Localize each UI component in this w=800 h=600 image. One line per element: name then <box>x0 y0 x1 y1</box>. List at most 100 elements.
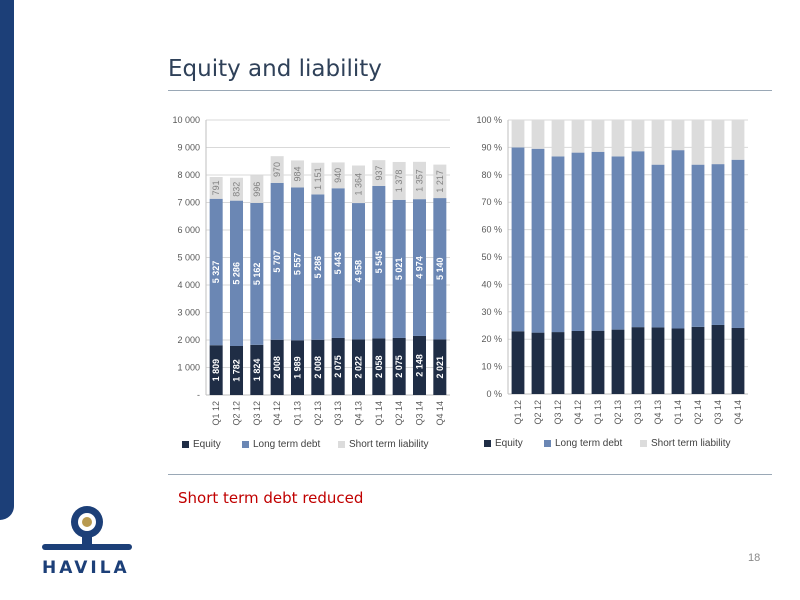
abs-bar-long-term-debt <box>433 198 447 340</box>
abs-data-label: 4 958 <box>354 260 364 283</box>
pct-y-tick-label: 10 % <box>481 362 502 372</box>
abs-legend-label: Short term liability <box>349 439 428 450</box>
abs-y-tick-label: 1 000 <box>177 363 200 373</box>
abs-data-label: 5 557 <box>293 253 303 276</box>
abs-data-label: 5 327 <box>211 261 221 284</box>
abs-bar-long-term-debt <box>392 199 406 338</box>
pct-legend-label: Equity <box>495 438 523 449</box>
pct-x-tick-label: Q4 14 <box>733 400 743 425</box>
pct-bar-equity <box>711 324 725 394</box>
abs-bar-equity <box>412 335 427 395</box>
abs-data-label: 2 021 <box>435 356 445 379</box>
abs-data-label: 791 <box>211 180 221 195</box>
abs-data-label: 2 058 <box>374 355 384 378</box>
pct-bar-short-term-liability <box>611 120 625 157</box>
abs-x-tick-label: Q4 14 <box>435 401 445 426</box>
pct-bar-long-term-debt <box>611 156 625 330</box>
abs-bar-equity <box>311 339 325 395</box>
abs-y-tick-label: 2 000 <box>177 335 200 345</box>
abs-bar-equity <box>372 338 386 395</box>
pct-y-tick-label: 0 % <box>486 389 502 399</box>
abs-x-tick-label: Q2 13 <box>313 401 323 426</box>
abs-y-tick-label: - <box>197 390 200 400</box>
pct-bar-equity <box>611 329 625 394</box>
abs-bar-short-term-liability <box>250 175 264 203</box>
pct-x-tick-label: Q3 12 <box>553 400 563 425</box>
abs-legend-swatch <box>242 441 249 448</box>
pct-y-tick-label: 70 % <box>481 197 502 207</box>
pct-y-tick-label: 90 % <box>481 142 502 152</box>
pct-x-tick-label: Q1 12 <box>513 400 523 425</box>
abs-y-tick-label: 10 000 <box>172 115 200 125</box>
abs-bar-short-term-liability <box>351 165 366 204</box>
havila-logo-icon <box>42 506 132 550</box>
pct-y-tick-label: 80 % <box>481 170 502 180</box>
abs-data-label: 1 151 <box>313 167 323 190</box>
pct-bar-long-term-debt <box>671 150 685 329</box>
pct-bar-equity <box>651 327 665 394</box>
abs-data-label: 5 286 <box>313 256 323 279</box>
pct-x-tick-label: Q1 13 <box>593 400 603 425</box>
abs-data-label: 2 075 <box>333 355 343 378</box>
pct-bar-long-term-debt <box>691 164 705 327</box>
pct-x-tick-label: Q4 13 <box>653 400 663 425</box>
page-title: Equity and liability <box>168 56 382 82</box>
abs-bar-short-term-liability <box>433 164 447 199</box>
pct-legend-swatch <box>484 440 491 447</box>
abs-x-tick-label: Q1 14 <box>374 401 384 426</box>
abs-data-label: 5 286 <box>232 262 242 285</box>
pct-bar-short-term-liability <box>531 120 545 149</box>
abs-bar-equity <box>331 337 345 395</box>
abs-x-tick-label: Q3 12 <box>252 401 262 426</box>
abs-bar-long-term-debt <box>372 185 386 339</box>
pct-bar-long-term-debt <box>651 164 665 328</box>
pct-y-tick-label: 100 % <box>476 115 502 125</box>
abs-data-label: 2 075 <box>394 355 404 378</box>
abs-legend-label: Long term debt <box>253 439 320 450</box>
abs-data-label: 5 443 <box>333 252 343 275</box>
abs-data-label: 1 782 <box>232 359 242 382</box>
abs-x-tick-label: Q1 12 <box>211 401 221 426</box>
abs-legend-swatch <box>182 441 189 448</box>
abs-data-label: 1 989 <box>293 356 303 379</box>
abs-bar-equity <box>433 339 447 395</box>
abs-y-tick-label: 7 000 <box>177 198 200 208</box>
pct-legend-label: Long term debt <box>555 438 622 449</box>
abs-data-label: 984 <box>293 166 303 181</box>
abs-bar-equity <box>392 337 406 395</box>
pct-bar-long-term-debt <box>631 151 645 328</box>
abs-data-label: 1 364 <box>354 173 364 196</box>
abs-data-label: 2 148 <box>415 354 425 377</box>
abs-data-label: 2 022 <box>354 356 364 379</box>
pct-bar-short-term-liability <box>711 120 725 165</box>
abs-y-tick-label: 4 000 <box>177 280 200 290</box>
abs-data-label: 5 140 <box>435 257 445 280</box>
pct-bar-long-term-debt <box>591 151 605 331</box>
abs-x-tick-label: Q3 13 <box>333 401 343 426</box>
pct-bar-short-term-liability <box>631 120 645 152</box>
pct-bar-long-term-debt <box>511 147 525 332</box>
abs-bar-equity <box>229 345 244 395</box>
abs-data-label: 1 809 <box>211 359 221 382</box>
pct-bar-long-term-debt <box>531 148 545 333</box>
pct-bar-equity <box>671 328 685 394</box>
abs-legend-label: Equity <box>193 439 221 450</box>
abs-bar-long-term-debt <box>270 182 284 340</box>
abs-data-label: 1 378 <box>394 170 404 193</box>
pct-y-tick-label: 60 % <box>481 225 502 235</box>
pct-bar-short-term-liability <box>591 120 605 152</box>
pct-x-tick-label: Q2 14 <box>693 400 703 425</box>
abs-x-tick-label: Q2 14 <box>394 401 404 426</box>
abs-bar-long-term-debt <box>250 202 264 345</box>
side-accent-bar <box>0 0 14 520</box>
pct-y-tick-label: 40 % <box>481 279 502 289</box>
abs-bar-short-term-liability <box>209 177 223 199</box>
abs-x-tick-label: Q4 13 <box>354 401 364 426</box>
abs-data-label: 970 <box>272 162 282 177</box>
pct-bar-equity <box>591 330 605 394</box>
pct-bar-equity <box>631 327 645 394</box>
abs-bar-short-term-liability <box>290 160 305 188</box>
abs-bar-short-term-liability <box>412 161 427 200</box>
pct-bar-short-term-liability <box>691 120 705 165</box>
